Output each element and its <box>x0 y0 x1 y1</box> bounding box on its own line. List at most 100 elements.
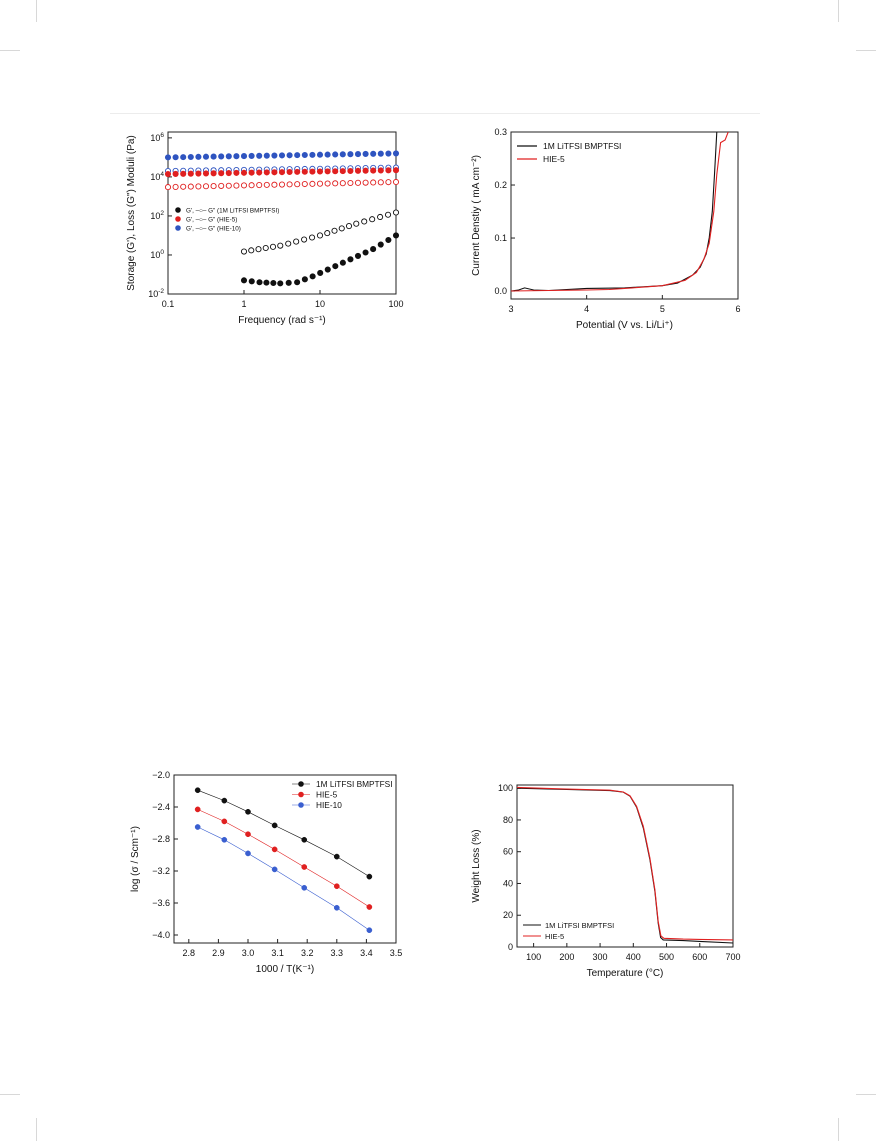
storage-modulus-point <box>172 154 179 161</box>
series-point <box>194 824 201 830</box>
storage-modulus-point <box>362 167 369 174</box>
y-tick-label: −2.0 <box>152 770 170 780</box>
x-tick-label: 200 <box>559 952 574 962</box>
page-top-rule <box>110 113 760 114</box>
storage-modulus-point <box>256 152 263 159</box>
storage-modulus-point <box>286 168 293 176</box>
y-tick-label: −2.8 <box>152 834 170 844</box>
loss-modulus-point <box>392 178 400 186</box>
loss-modulus-point <box>339 180 346 187</box>
rheology-chart: 0.1 1 10 100 10-2 100 102 104 106 Frequency (rad … <box>126 131 404 326</box>
storage-modulus-point <box>225 169 232 177</box>
storage-modulus-point <box>301 276 308 283</box>
loss-modulus-point <box>301 180 308 188</box>
series-point <box>221 797 228 804</box>
x-tick-label: 100 <box>526 952 541 962</box>
loss-modulus-point <box>277 242 284 249</box>
loss-modulus-point <box>210 183 217 190</box>
loss-modulus-point <box>345 223 353 230</box>
storage-modulus-point <box>233 169 240 176</box>
plot-frame <box>510 131 739 300</box>
series-point <box>366 927 373 934</box>
storage-modulus-point <box>301 168 308 175</box>
y-tick-label: 104 <box>150 171 164 182</box>
storage-modulus-point <box>339 168 346 175</box>
series-line <box>516 786 734 941</box>
y-tick-label: −3.2 <box>152 866 170 876</box>
storage-modulus-point <box>277 280 284 287</box>
storage-modulus-point <box>202 170 210 177</box>
series-point <box>245 808 251 815</box>
y-tick-label: 102 <box>150 210 164 221</box>
loss-modulus-point <box>233 182 240 189</box>
storage-modulus-point <box>392 232 400 239</box>
legend-label: G', –○– G" (HIE-5) <box>186 217 237 224</box>
legend-marker <box>298 781 304 787</box>
x-tick-label: 2.8 <box>183 948 196 958</box>
storage-modulus-point <box>347 151 354 158</box>
y-tick-label: 100 <box>150 249 164 260</box>
loss-modulus-point <box>255 246 262 253</box>
storage-modulus-point <box>324 266 331 273</box>
loss-modulus-point <box>240 248 248 255</box>
x-tick-label: 400 <box>626 952 641 962</box>
loss-modulus-point <box>354 179 362 186</box>
loss-modulus-point <box>385 179 392 186</box>
y-tick-label: 0.3 <box>494 127 507 137</box>
storage-modulus-point <box>187 153 194 161</box>
x-tick-label: 3.4 <box>360 948 373 958</box>
storage-modulus-point <box>354 151 362 158</box>
storage-modulus-point <box>225 153 232 160</box>
series-line <box>511 132 729 292</box>
loss-modulus-point <box>369 216 376 223</box>
series-point <box>366 904 373 910</box>
y-tick-label: −2.4 <box>152 802 170 812</box>
loss-modulus-point <box>362 179 369 186</box>
x-tick-label: 3.0 <box>242 948 255 958</box>
legend-label: HIE-10 <box>316 800 342 810</box>
legend-label: HIE-5 <box>545 932 564 941</box>
storage-modulus-point <box>263 169 270 176</box>
storage-modulus-point <box>294 279 301 286</box>
loss-modulus-point <box>353 220 360 227</box>
storage-modulus-point <box>248 278 255 285</box>
loss-modulus-point <box>309 234 316 241</box>
storage-modulus-point <box>263 152 270 159</box>
loss-modulus-point <box>286 181 293 188</box>
y-tick-label: 0.2 <box>494 180 507 190</box>
storage-modulus-point <box>309 151 316 158</box>
loss-modulus-point <box>392 209 400 216</box>
legend-marker <box>298 802 304 808</box>
series-point <box>333 904 340 911</box>
loss-modulus-point <box>225 182 232 189</box>
loss-modulus-point <box>285 240 292 247</box>
storage-modulus-point <box>370 167 377 174</box>
y-tick-label: 0.0 <box>494 286 507 296</box>
storage-modulus-point <box>240 153 248 160</box>
y-tick-label: 20 <box>503 910 513 920</box>
storage-modulus-point <box>332 151 339 158</box>
legend-label: G', –○– G" (HIE-10) <box>186 226 241 233</box>
loss-modulus-point <box>370 179 377 186</box>
x-axis-label: 1000 / T(K⁻¹) <box>256 964 314 975</box>
storage-modulus-point <box>309 168 316 175</box>
tga-chart: 100 200 300 400 500 600 700 0 20 40 60 80 100 Tempera… <box>471 783 741 979</box>
lsv-chart: 3 4 5 6 0.0 0.1 0.2 0.3 Potential (V vs. Li/Li⁺)… <box>471 127 741 331</box>
loss-modulus-point <box>332 180 339 187</box>
storage-modulus-point <box>370 246 377 253</box>
storage-modulus-point <box>324 168 331 175</box>
y-tick-label: −3.6 <box>152 898 170 908</box>
loss-modulus-point <box>256 182 263 189</box>
storage-modulus-point <box>278 152 286 159</box>
legend-label: HIE-5 <box>543 154 565 164</box>
x-tick-label: 6 <box>735 304 740 314</box>
loss-modulus-point <box>316 180 324 187</box>
legend-marker <box>298 791 304 798</box>
storage-modulus-point <box>256 169 263 176</box>
loss-modulus-point <box>347 179 354 187</box>
storage-modulus-point <box>362 249 369 256</box>
y-tick-label: 0.1 <box>494 233 507 243</box>
loss-modulus-point <box>164 184 172 191</box>
x-tick-label: 0.1 <box>162 299 175 309</box>
series-point <box>221 836 228 843</box>
